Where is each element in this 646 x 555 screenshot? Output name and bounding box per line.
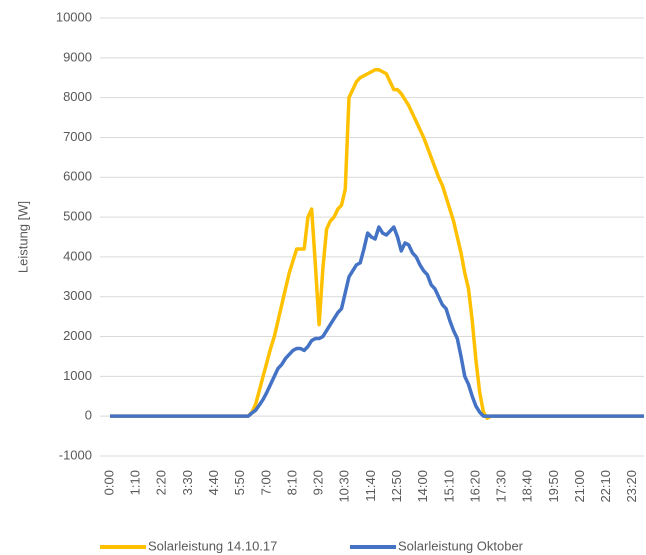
x-tick-label: 8:10 (284, 470, 299, 495)
series-line (110, 225, 644, 418)
y-tick-label: 2000 (63, 328, 92, 343)
x-tick-label: 11:40 (363, 470, 378, 502)
y-tick-label: 6000 (63, 169, 92, 184)
x-tick-label: 14:00 (415, 470, 430, 503)
y-tick-label: 5000 (63, 209, 92, 224)
x-tick-label: 17:30 (494, 470, 509, 503)
y-tick-label: 3000 (63, 288, 92, 303)
legend-label: Solarleistung 14.10.17 (148, 538, 277, 553)
x-tick-label: 12:50 (389, 470, 404, 503)
y-tick-label: 8000 (63, 89, 92, 104)
x-tick-label: 22:10 (598, 470, 613, 503)
legend-label: Solarleistung Oktober (398, 538, 524, 553)
y-tick-label: 7000 (63, 129, 92, 144)
x-tick-label: 16:20 (467, 470, 482, 503)
x-tick-label: 5:50 (232, 470, 247, 495)
x-tick-label: 1:10 (128, 470, 143, 495)
x-tick-label: 4:40 (206, 470, 221, 495)
x-tick-label: 9:20 (311, 470, 326, 495)
x-tick-label: 2:20 (154, 470, 169, 495)
y-tick-label: 10000 (56, 9, 92, 24)
y-tick-label: -1000 (59, 447, 92, 462)
series-line (110, 68, 644, 420)
y-axis-title: Leistung [W] (15, 201, 30, 273)
x-tick-label: 7:00 (258, 470, 273, 495)
x-tick-label: 0:00 (101, 470, 116, 495)
x-tick-label: 18:40 (520, 470, 535, 503)
x-tick-label: 19:50 (546, 470, 561, 503)
x-tick-label: 23:20 (624, 470, 639, 503)
x-tick-label: 15:10 (441, 470, 456, 503)
x-tick-label: 10:30 (337, 470, 352, 503)
x-tick-label: 3:30 (180, 470, 195, 495)
y-tick-label: 1000 (63, 368, 92, 383)
y-tick-label: 4000 (63, 248, 92, 263)
y-tick-label: 0 (85, 408, 92, 423)
y-tick-label: 9000 (63, 49, 92, 64)
x-tick-label: 21:00 (572, 470, 587, 503)
